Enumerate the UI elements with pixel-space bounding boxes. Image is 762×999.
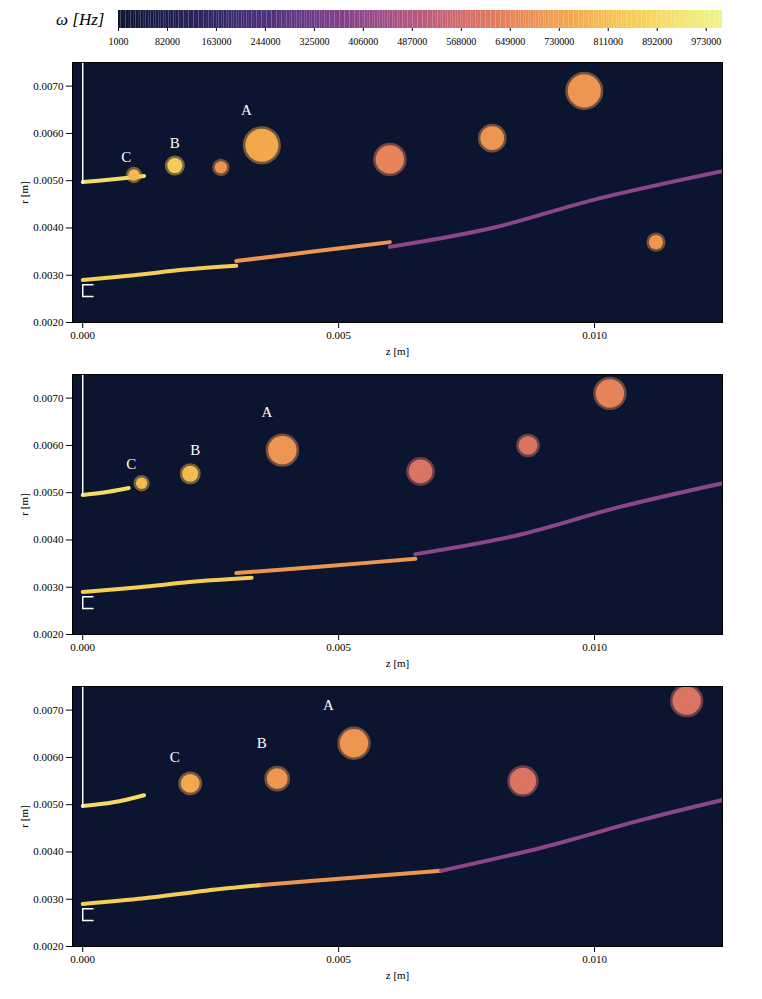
svg-text:ω [Hz]: ω [Hz] <box>56 10 104 29</box>
svg-text:0.010: 0.010 <box>582 329 607 341</box>
svg-text:1000: 1000 <box>109 36 129 47</box>
svg-text:0.0020: 0.0020 <box>33 940 64 952</box>
svg-text:0.0050: 0.0050 <box>33 174 64 186</box>
svg-text:r [m]: r [m] <box>18 805 30 827</box>
svg-text:0.0070: 0.0070 <box>33 80 64 92</box>
svg-text:0.010: 0.010 <box>582 953 607 965</box>
svg-text:730000: 730000 <box>544 36 574 47</box>
svg-text:406000: 406000 <box>348 36 378 47</box>
svg-text:0.0040: 0.0040 <box>33 845 64 857</box>
svg-text:163000: 163000 <box>201 36 231 47</box>
svg-text:0.000: 0.000 <box>70 953 95 965</box>
svg-text:0.0030: 0.0030 <box>33 269 64 281</box>
svg-text:811000: 811000 <box>593 36 623 47</box>
svg-text:0.0050: 0.0050 <box>33 486 64 498</box>
svg-text:0.0050: 0.0050 <box>33 798 64 810</box>
svg-text:B: B <box>257 735 267 751</box>
svg-text:r [m]: r [m] <box>18 493 30 515</box>
svg-text:973000: 973000 <box>691 36 721 47</box>
svg-text:568000: 568000 <box>446 36 476 47</box>
svg-text:0.0020: 0.0020 <box>33 628 64 640</box>
svg-text:892000: 892000 <box>642 36 672 47</box>
svg-text:649000: 649000 <box>495 36 525 47</box>
svg-text:0.0030: 0.0030 <box>33 581 64 593</box>
svg-text:z [m]: z [m] <box>386 345 410 357</box>
svg-text:r [m]: r [m] <box>18 181 30 203</box>
svg-text:C: C <box>121 149 131 165</box>
svg-text:C: C <box>126 456 136 472</box>
svg-text:0.0070: 0.0070 <box>33 392 64 404</box>
svg-text:82000: 82000 <box>155 36 180 47</box>
svg-text:0.000: 0.000 <box>70 641 95 653</box>
svg-text:0.0040: 0.0040 <box>33 533 64 545</box>
svg-text:z [m]: z [m] <box>386 657 410 669</box>
svg-text:0.005: 0.005 <box>326 329 351 341</box>
svg-text:0.000: 0.000 <box>70 329 95 341</box>
svg-text:0.0060: 0.0060 <box>33 439 64 451</box>
svg-text:0.010: 0.010 <box>582 641 607 653</box>
svg-text:0.0070: 0.0070 <box>33 704 64 716</box>
svg-text:0.0060: 0.0060 <box>33 127 64 139</box>
svg-text:B: B <box>190 442 200 458</box>
svg-text:0.0060: 0.0060 <box>33 751 64 763</box>
svg-text:487000: 487000 <box>397 36 427 47</box>
svg-text:244000: 244000 <box>250 36 280 47</box>
svg-text:A: A <box>241 102 252 118</box>
svg-text:0.0030: 0.0030 <box>33 893 64 905</box>
svg-text:z [m]: z [m] <box>386 969 410 981</box>
svg-text:0.0020: 0.0020 <box>33 316 64 328</box>
svg-text:0.005: 0.005 <box>326 641 351 653</box>
svg-text:325000: 325000 <box>299 36 329 47</box>
svg-text:B: B <box>170 135 180 151</box>
svg-text:0.0040: 0.0040 <box>33 221 64 233</box>
svg-text:0.005: 0.005 <box>326 953 351 965</box>
svg-text:C: C <box>170 749 180 765</box>
svg-text:A: A <box>323 697 334 713</box>
svg-text:A: A <box>262 404 273 420</box>
